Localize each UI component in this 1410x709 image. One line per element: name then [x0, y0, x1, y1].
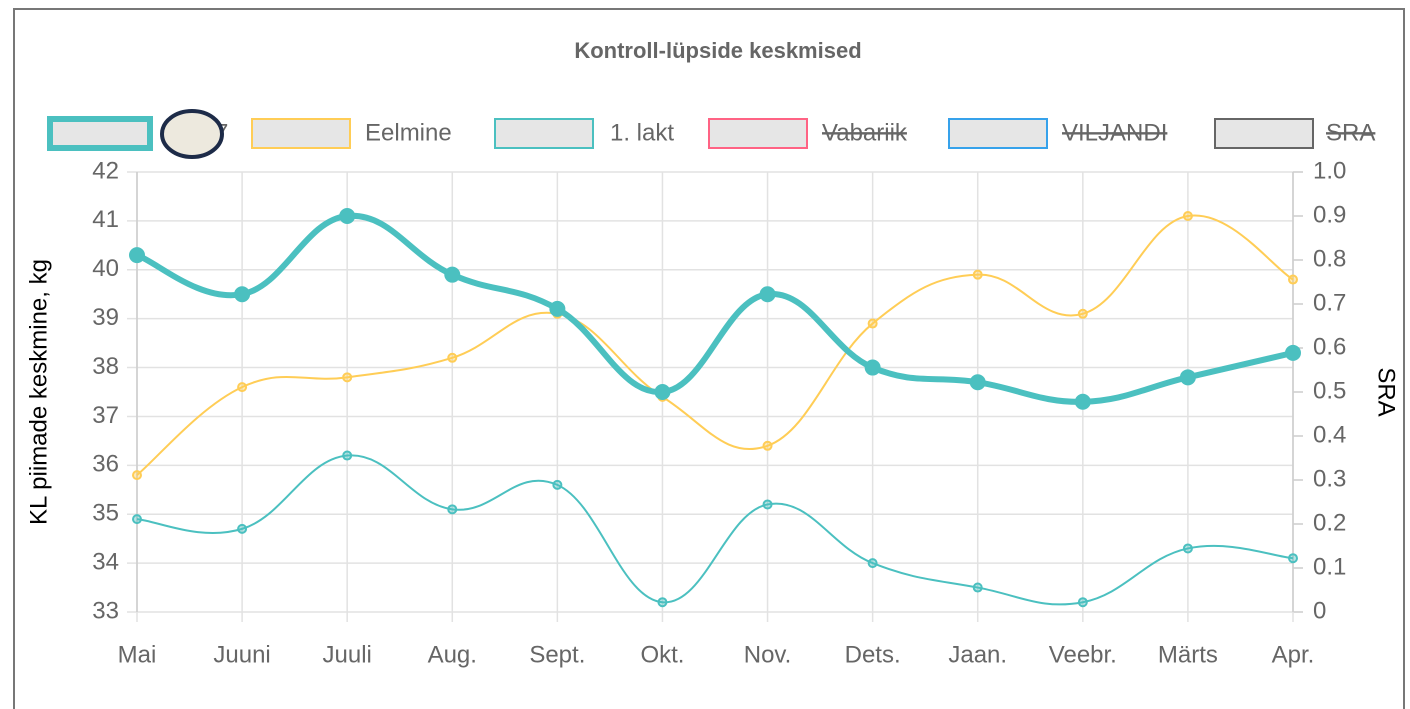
- y-tick-label: 34: [92, 548, 119, 575]
- x-tick-label: Sept.: [529, 641, 585, 668]
- data-point: [342, 450, 353, 461]
- data-point: [762, 440, 773, 451]
- data-point: [234, 286, 251, 303]
- chart-title: Kontroll-lüpside keskmised: [574, 38, 861, 63]
- series-line: [136, 214, 1294, 476]
- series-line: [136, 454, 1294, 606]
- y2-tick-label: 0.1: [1313, 553, 1346, 580]
- data-point: [972, 582, 983, 593]
- legend-swatch: [494, 118, 594, 149]
- legend-swatch: [1214, 118, 1314, 149]
- y-tick-label: 38: [92, 353, 119, 380]
- y2-tick-label: 1.0: [1313, 157, 1346, 184]
- overlay-ellipse: [160, 109, 224, 159]
- data-point: [132, 514, 142, 525]
- x-tick-label: Aug.: [428, 641, 477, 668]
- y-tick-label: 35: [92, 500, 119, 527]
- data-point: [864, 359, 881, 376]
- x-tick-label: Mai: [118, 641, 157, 668]
- x-tick-label: Juuni: [213, 641, 270, 668]
- legend-label: SRA: [1326, 119, 1375, 146]
- y2-axis-label: SRA: [1373, 367, 1400, 416]
- data-point: [867, 318, 878, 329]
- data-point: [759, 286, 776, 303]
- legend-label: Vabariik: [822, 119, 908, 146]
- y2-tick-label: 0.8: [1313, 245, 1346, 272]
- data-point: [969, 374, 986, 391]
- y2-tick-label: 0: [1313, 597, 1326, 624]
- y-tick-label: 40: [92, 255, 119, 282]
- data-point: [867, 558, 878, 569]
- legend-swatch: [47, 116, 153, 151]
- y-tick-label: 36: [92, 451, 119, 478]
- data-point: [972, 269, 983, 280]
- data-point: [342, 372, 353, 383]
- data-point: [237, 382, 248, 393]
- x-tick-label: Juuli: [323, 641, 372, 668]
- legend-label: Eelmine: [365, 119, 452, 146]
- data-point: [1077, 308, 1088, 319]
- legend-swatch: [948, 118, 1048, 149]
- data-point: [129, 247, 145, 264]
- data-point: [447, 504, 458, 515]
- x-tick-label: Dets.: [845, 641, 901, 668]
- data-point: [549, 300, 566, 317]
- legend-label: VILJANDI: [1062, 119, 1167, 146]
- data-point: [1182, 543, 1193, 554]
- x-tick-label: Okt.: [640, 641, 684, 668]
- data-point: [654, 384, 671, 400]
- y2-tick-label: 0.5: [1313, 377, 1346, 404]
- data-point: [132, 470, 142, 481]
- data-point: [1288, 553, 1298, 564]
- x-tick-label: Märts: [1158, 641, 1218, 668]
- legend-swatch: [251, 118, 351, 149]
- data-point: [1077, 597, 1088, 608]
- data-point: [1182, 211, 1193, 221]
- data-point: [1288, 274, 1298, 285]
- legend-swatch: [708, 118, 808, 149]
- y-tick-label: 42: [92, 157, 119, 184]
- x-tick-label: Jaan.: [948, 641, 1007, 668]
- y-axis-label: KL piimade keskmine, kg: [25, 259, 52, 525]
- data-point: [1179, 369, 1196, 386]
- y-tick-label: 33: [92, 597, 119, 624]
- y-tick-label: 41: [92, 206, 119, 233]
- data-point: [762, 499, 773, 510]
- data-point: [1285, 344, 1301, 361]
- data-point: [444, 266, 461, 283]
- y-tick-label: 39: [92, 304, 119, 331]
- y2-tick-label: 0.7: [1313, 289, 1346, 316]
- data-point: [339, 208, 356, 224]
- y2-tick-label: 0.3: [1313, 465, 1346, 492]
- data-point: [447, 352, 458, 363]
- x-tick-label: Nov.: [744, 641, 792, 668]
- y2-tick-label: 0.6: [1313, 333, 1346, 360]
- data-point: [657, 597, 668, 608]
- y-tick-label: 37: [92, 402, 119, 429]
- data-point: [1074, 393, 1091, 410]
- y2-tick-label: 0.9: [1313, 201, 1346, 228]
- data-point: [552, 479, 563, 490]
- data-point: [237, 523, 248, 534]
- x-tick-label: Veebr.: [1049, 641, 1117, 668]
- y2-tick-label: 0.2: [1313, 509, 1346, 536]
- frame: [13, 8, 1405, 709]
- x-tick-label: Apr.: [1272, 641, 1315, 668]
- legend-label: 1. lakt: [610, 119, 674, 146]
- y2-tick-label: 0.4: [1313, 421, 1346, 448]
